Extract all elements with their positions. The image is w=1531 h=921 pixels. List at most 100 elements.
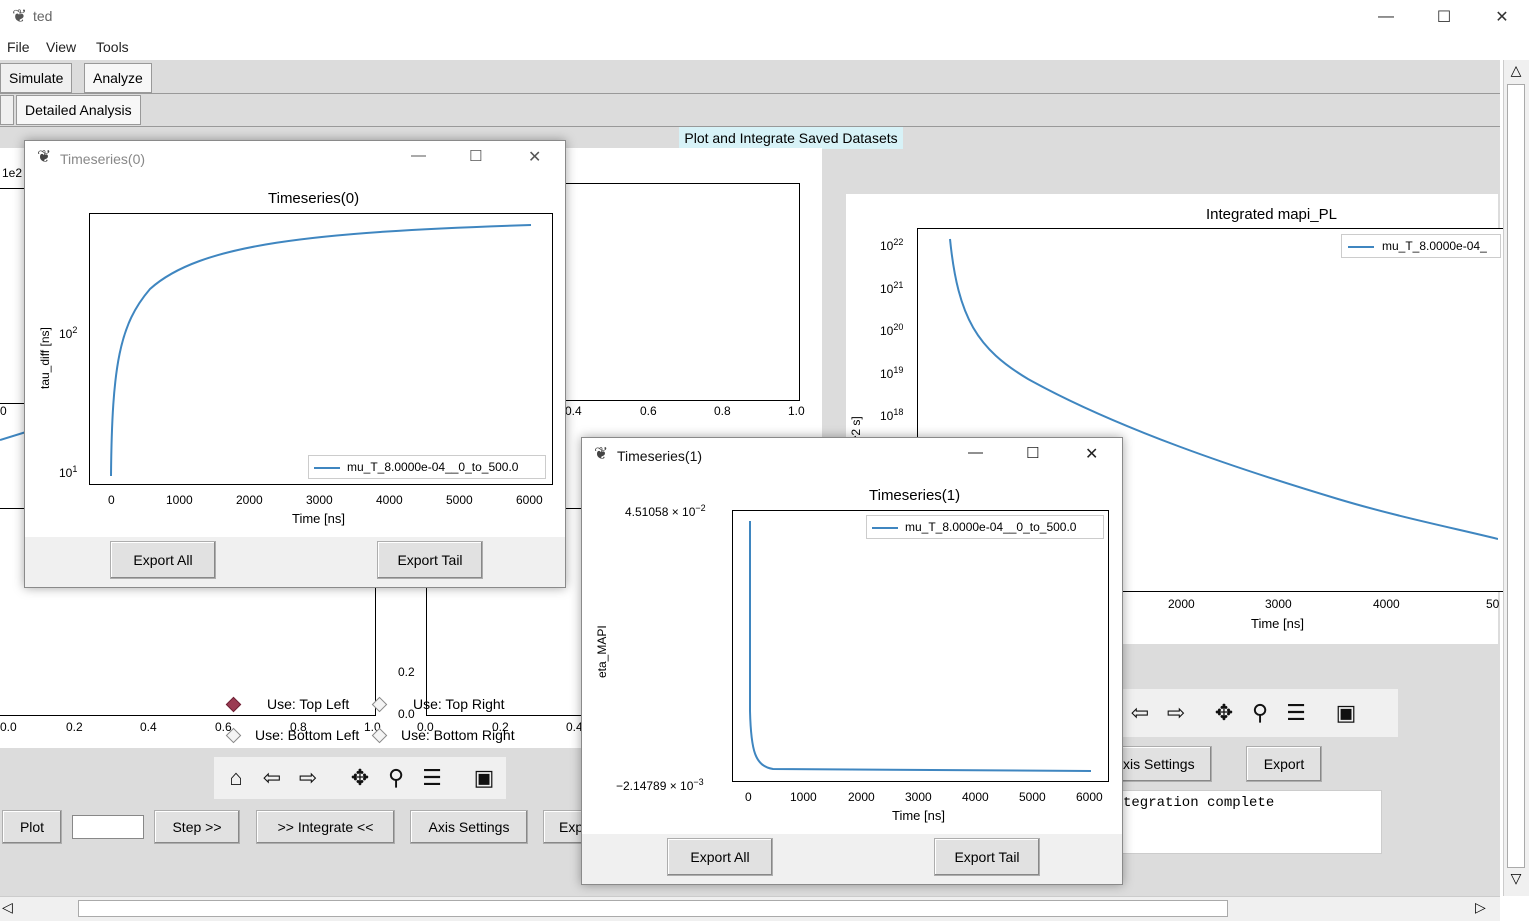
home-icon[interactable]: ⌂ xyxy=(229,765,243,790)
tab-divider xyxy=(0,93,1500,94)
save-icon[interactable]: ▣ xyxy=(473,765,495,790)
int-ytick-0: 1022 xyxy=(880,237,904,253)
forward-icon[interactable]: ⇨ xyxy=(1166,700,1186,725)
integrate-button[interactable]: >> Integrate << xyxy=(256,810,395,844)
export-tail-button[interactable]: Export Tail xyxy=(377,541,483,579)
feather-icon: ❦ xyxy=(12,6,28,26)
ts0-xtick-0: 0 xyxy=(108,493,115,507)
radio-label: Use: Bottom Left xyxy=(255,727,360,743)
minimize-icon[interactable]: — xyxy=(411,147,426,164)
timeseries0-axes xyxy=(89,213,553,485)
timeseries0-plot-title: Timeseries(0) xyxy=(268,190,360,207)
scroll-down-icon[interactable]: ▽ xyxy=(1510,870,1522,886)
ts1-xtick-2: 2000 xyxy=(848,790,875,804)
radio-label: Use: Top Right xyxy=(413,696,505,712)
radio-bottom-right[interactable]: Use: Bottom Right xyxy=(371,727,515,743)
top-right-axes xyxy=(540,183,800,401)
tab-simulate[interactable]: Simulate xyxy=(0,63,73,93)
back-icon[interactable]: ⇦ xyxy=(262,765,282,790)
maximize-icon[interactable]: ☐ xyxy=(1026,445,1040,462)
timeseries0-legend-line xyxy=(314,467,340,469)
menu-tools[interactable]: Tools xyxy=(96,39,129,55)
tab-analyze[interactable]: Analyze xyxy=(84,63,152,93)
zoom-icon[interactable]: ⚲ xyxy=(387,765,405,790)
plot-button[interactable]: Plot xyxy=(2,810,62,844)
feather-icon: ❦ xyxy=(594,444,609,463)
radio-indicator xyxy=(371,727,388,743)
scroll-right-icon[interactable]: ▷ xyxy=(1475,899,1486,915)
br-xtick-2: 0.4 xyxy=(566,720,583,734)
ts1-xtick-1: 1000 xyxy=(790,790,817,804)
radio-top-left[interactable]: Use: Top Left xyxy=(225,696,349,712)
timeseries1-titlebar[interactable]: ❦ Timeseries(1) — ☐ ✕ xyxy=(582,438,1122,474)
timeseries0-legend-label: mu_T_8.0000e-04__0_to_500.0 xyxy=(347,460,519,474)
horizontal-scroll-thumb[interactable] xyxy=(78,900,1228,917)
int-ytick-3: 1019 xyxy=(880,365,904,381)
minimize-icon[interactable]: — xyxy=(1378,8,1394,25)
maximize-icon[interactable]: ☐ xyxy=(469,148,483,165)
timeseries0-xlabel: Time [ns] xyxy=(292,511,345,526)
scroll-up-icon[interactable]: △ xyxy=(1510,62,1522,78)
timeseries1-legend-line xyxy=(872,527,898,529)
integrated-xlabel: Time [ns] xyxy=(1251,616,1304,631)
step-input[interactable] xyxy=(72,815,144,839)
ts1-xtick-6: 6000 xyxy=(1076,790,1103,804)
close-icon[interactable]: ✕ xyxy=(1495,9,1509,26)
radio-indicator xyxy=(225,727,242,743)
ts1-ytick-top: 4.51058 × 10−2 xyxy=(625,503,706,519)
timeseries0-titlebar[interactable]: ❦ Timeseries(0) — ☐ ✕ xyxy=(25,141,565,177)
axis-settings-button[interactable]: Axis Settings xyxy=(410,810,528,844)
ts1-xtick-3: 3000 xyxy=(905,790,932,804)
tab-detailed-analysis[interactable]: Detailed Analysis xyxy=(16,95,141,125)
tr-xtick-0: 0.4 xyxy=(565,404,582,418)
scroll-left-icon[interactable]: ◁ xyxy=(2,899,13,915)
export-button-left[interactable]: Exp xyxy=(543,810,583,844)
axis-settings-button-right[interactable]: xis Settings xyxy=(1118,746,1212,782)
integrated-title: Integrated mapi_PL xyxy=(1206,206,1337,223)
configure-icon[interactable]: ☰ xyxy=(422,765,442,790)
menu-file[interactable]: File xyxy=(7,39,30,55)
feather-icon: ❦ xyxy=(37,147,52,166)
timeseries0-curve xyxy=(110,224,532,477)
zoom-icon[interactable]: ⚲ xyxy=(1251,700,1269,725)
top-left-curve xyxy=(0,431,27,441)
export-tail-button[interactable]: Export Tail xyxy=(934,838,1040,876)
back-icon[interactable]: ⇦ xyxy=(1130,700,1150,725)
timeseries0-legend: mu_T_8.0000e-04__0_to_500.0 xyxy=(308,455,546,479)
timeseries1-window[interactable]: ❦ Timeseries(1) — ☐ ✕ Timeseries(1) 4.51… xyxy=(581,437,1123,885)
int-ytick-4: 1018 xyxy=(880,407,904,423)
close-icon[interactable]: ✕ xyxy=(1085,446,1099,463)
timeseries0-window[interactable]: ❦ Timeseries(0) — ☐ ✕ Timeseries(0) 102 … xyxy=(24,140,566,588)
ts0-xtick-1: 1000 xyxy=(166,493,193,507)
radio-top-right[interactable]: Use: Top Right xyxy=(371,696,505,712)
ts1-xtick-5: 5000 xyxy=(1019,790,1046,804)
timeseries1-curve xyxy=(749,521,1092,772)
vertical-scrollbar[interactable]: △ ▽ xyxy=(1503,60,1529,896)
pan-icon[interactable]: ✥ xyxy=(1214,700,1234,725)
export-all-button[interactable]: Export All xyxy=(110,541,216,579)
bl-xtick-0: 0.0 xyxy=(0,720,17,734)
close-icon[interactable]: ✕ xyxy=(528,149,542,166)
minimize-icon[interactable]: — xyxy=(968,444,983,461)
tab-hidden[interactable] xyxy=(0,95,14,125)
menu-view[interactable]: View xyxy=(46,39,77,55)
pan-icon[interactable]: ✥ xyxy=(350,765,370,790)
vertical-scroll-thumb[interactable] xyxy=(1507,84,1525,868)
timeseries1-plot-title: Timeseries(1) xyxy=(869,487,961,504)
export-button-right[interactable]: Export xyxy=(1246,746,1322,782)
forward-icon[interactable]: ⇨ xyxy=(298,765,318,790)
step-button[interactable]: Step >> xyxy=(154,810,240,844)
horizontal-scrollbar[interactable]: ◁ ▷ xyxy=(0,896,1500,921)
export-all-button[interactable]: Export All xyxy=(667,838,773,876)
timeseries1-title: Timeseries(1) xyxy=(617,448,703,464)
maximize-icon[interactable]: ☐ xyxy=(1436,9,1452,26)
save-icon[interactable]: ▣ xyxy=(1335,700,1357,725)
integrated-legend-label: mu_T_8.0000e-04_ xyxy=(1382,239,1487,253)
bl-xtick-1: 0.2 xyxy=(66,720,83,734)
configure-icon[interactable]: ☰ xyxy=(1286,700,1306,725)
ts0-xtick-6: 6000 xyxy=(516,493,543,507)
int-xtick-1: 3000 xyxy=(1265,597,1292,611)
radio-bottom-left[interactable]: Use: Bottom Left xyxy=(225,727,360,743)
window-title: ted xyxy=(33,8,53,24)
